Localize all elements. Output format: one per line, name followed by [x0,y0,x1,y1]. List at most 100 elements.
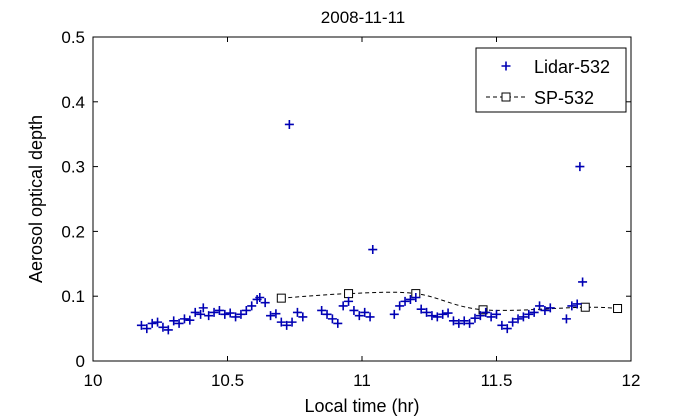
lidar-point [518,312,528,322]
lidar-point [459,316,469,326]
lidar-point [153,317,163,327]
lidar-point [432,312,442,322]
lidar-point [158,322,168,332]
lidar-point [405,294,415,304]
lidar-point [438,309,448,319]
lidar-point [395,301,405,311]
lidar-point [416,304,426,314]
y-tick-label: 0.1 [61,287,85,306]
lidar-point [163,325,173,335]
lidar-point [513,314,523,324]
lidar-point [354,311,364,321]
lidar-point [561,314,571,324]
tick-labels: 10 10.5 11 11.5 12 0 0.1 0.2 0.3 0.4 0.5 [61,28,640,390]
lidar-point [368,245,378,255]
lidar-point [292,307,302,317]
lidar-point [486,312,496,322]
lidar-point [443,308,453,318]
lidar-point [344,296,354,306]
lidar-point [225,308,235,318]
lidar-point [545,303,555,313]
lidar-point [540,305,550,315]
sp-point [344,289,354,299]
lidar-point [567,301,577,311]
sp-line [281,291,618,311]
lidar-point [508,317,518,327]
lidar-point [333,318,343,328]
lidar-point [147,318,157,328]
legend-label-sp: SP-532 [534,88,594,108]
lidar-point [241,305,251,315]
lidar-point [524,309,534,319]
lidar-point [174,318,184,328]
x-tick-label: 12 [622,371,641,390]
lidar-point [266,311,276,321]
lidar-point [284,119,294,129]
lidar-point [185,315,195,325]
lidar-point [196,309,206,319]
lidar-point [470,313,480,323]
sp-point [478,305,488,315]
y-tick-label: 0.4 [61,93,85,112]
x-tick-label: 10 [84,371,103,390]
sp-point [613,304,623,314]
lidar-point [502,324,512,334]
lidar-point [465,318,475,328]
y-tick-label: 0.3 [61,158,85,177]
lidar-point [231,312,241,322]
axis-ticks [92,36,632,362]
legend: Lidar-532 SP-532 [475,47,627,113]
lidar-point [282,320,292,330]
y-tick-label: 0 [76,352,85,371]
lidar-point [492,309,501,319]
series-lidar-532 [136,119,588,335]
lidar-point [360,307,370,317]
lidar-point [236,309,246,319]
lidar-point [389,309,399,319]
lidar-point [169,316,179,326]
lidar-point [349,305,359,315]
lidar-point [497,320,507,330]
lidar-point [422,307,432,317]
legend-box [475,47,627,113]
x-tick-label: 11.5 [481,371,513,390]
lidar-point [204,311,214,321]
lidar-point [214,305,224,315]
legend-lidar-marker [501,61,511,71]
lidar-point [365,312,375,322]
legend-sp-marker [501,92,511,102]
lidar-point [276,317,286,327]
lidar-point [198,303,208,313]
lidar-point [338,301,348,311]
chart-title: 2008-11-11 [321,8,405,27]
x-tick-label: 11 [353,371,371,390]
x-axis-title: Local time (hr) [304,396,419,416]
lidar-point [255,292,265,302]
lidar-point [322,309,332,319]
lidar-point [190,307,200,317]
lidar-point [142,324,152,334]
lidar-point [327,314,337,324]
lidar-point [298,312,308,322]
lidar-point [209,307,219,317]
lidar-point [529,307,539,317]
lidar-point [400,296,410,306]
lidar-point [427,311,437,321]
lidar-point [454,318,464,328]
y-axis-title: Aerosol optical depth [26,115,46,283]
lidar-point [247,301,257,311]
lidar-point [578,277,588,287]
lidar-point [287,317,297,327]
lidar-point [535,301,545,311]
lidar-point [179,314,189,324]
lidar-point [271,309,281,319]
lidar-point [475,311,485,321]
lidar-point [260,298,270,308]
lidar-point [136,320,146,330]
lidar-point [448,316,458,326]
lidar-point [575,162,585,172]
sp-point [580,302,590,312]
legend-lidar-plus [501,61,511,71]
lidar-point [220,309,230,319]
